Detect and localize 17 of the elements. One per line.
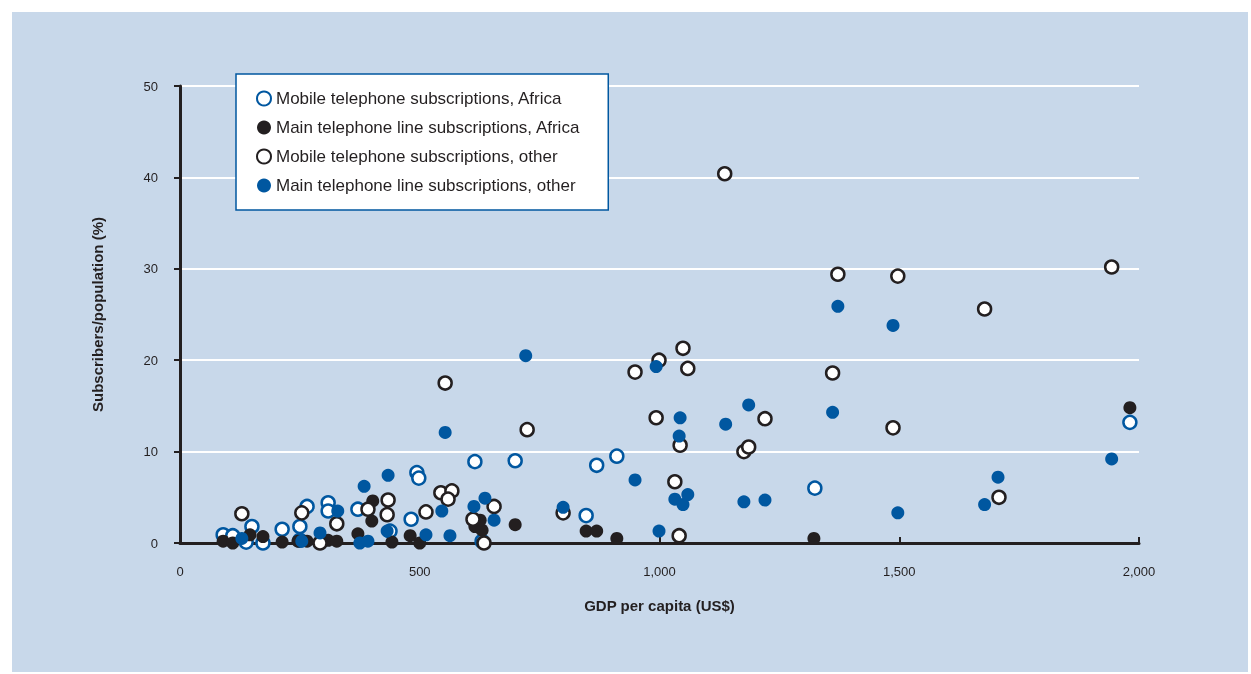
y-tick-label: 30	[143, 261, 158, 277]
y-axis-title: Subscribers/population (%)	[89, 216, 106, 413]
legend-label: Main telephone line subscriptions, Africa	[276, 118, 580, 137]
x-tick-label: 2,000	[1122, 564, 1156, 579]
legend-label: Mobile telephone subscriptions, other	[276, 147, 558, 166]
y-tick-label: 20	[143, 352, 158, 368]
y-tick-label: 40	[143, 169, 158, 185]
x-tick-label: 500	[408, 564, 431, 579]
y-tick-label: 0	[150, 535, 158, 551]
legend-label: Main telephone line subscriptions, other	[276, 176, 576, 195]
y-tick-label: 50	[143, 78, 158, 94]
x-tick-label: 1,500	[882, 564, 916, 579]
legend-label: Mobile telephone subscriptions, Africa	[276, 89, 562, 108]
x-axis-title: GDP per capita (US$)	[584, 597, 735, 614]
x-tick-label: 0	[176, 564, 184, 579]
y-tick-label: 10	[143, 444, 158, 460]
x-tick-label: 1,000	[643, 564, 676, 579]
